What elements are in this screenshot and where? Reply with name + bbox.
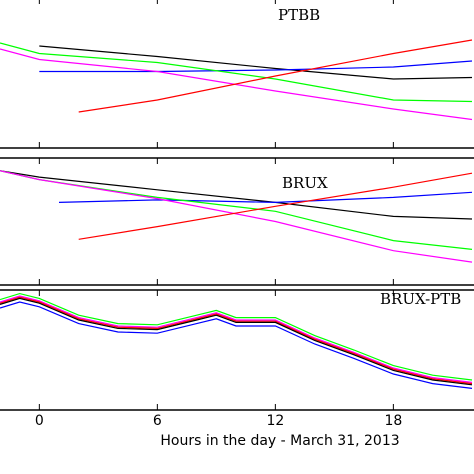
- x-tick-label: 12: [266, 413, 284, 429]
- panel-title: BRUX: [282, 174, 328, 192]
- data-line: [78, 172, 473, 240]
- data-line: [0, 48, 473, 121]
- data-line: [0, 42, 473, 103]
- data-line: [0, 170, 473, 263]
- panel-frame: [0, 147, 474, 149]
- data-line: [0, 292, 473, 381]
- data-line: [0, 297, 473, 386]
- panel-title: PTBB: [278, 6, 320, 24]
- panel-title: BRUX-PTB: [380, 290, 461, 308]
- x-tick-label: 18: [384, 413, 402, 429]
- data-line: [0, 170, 473, 220]
- data-line: [0, 296, 473, 385]
- data-line: [0, 170, 473, 250]
- x-tick-label: 0: [35, 413, 44, 429]
- data-line: [78, 39, 473, 113]
- data-line: [0, 301, 473, 389]
- data-line: [39, 45, 473, 80]
- data-line: [0, 295, 473, 383]
- x-tick-label: 6: [153, 413, 162, 429]
- panel-frame: [0, 157, 474, 286]
- data-line: [39, 60, 473, 73]
- panel-frame: [0, 289, 474, 411]
- x-axis-label: Hours in the day - March 31, 2013: [160, 433, 399, 449]
- data-line: [58, 191, 473, 204]
